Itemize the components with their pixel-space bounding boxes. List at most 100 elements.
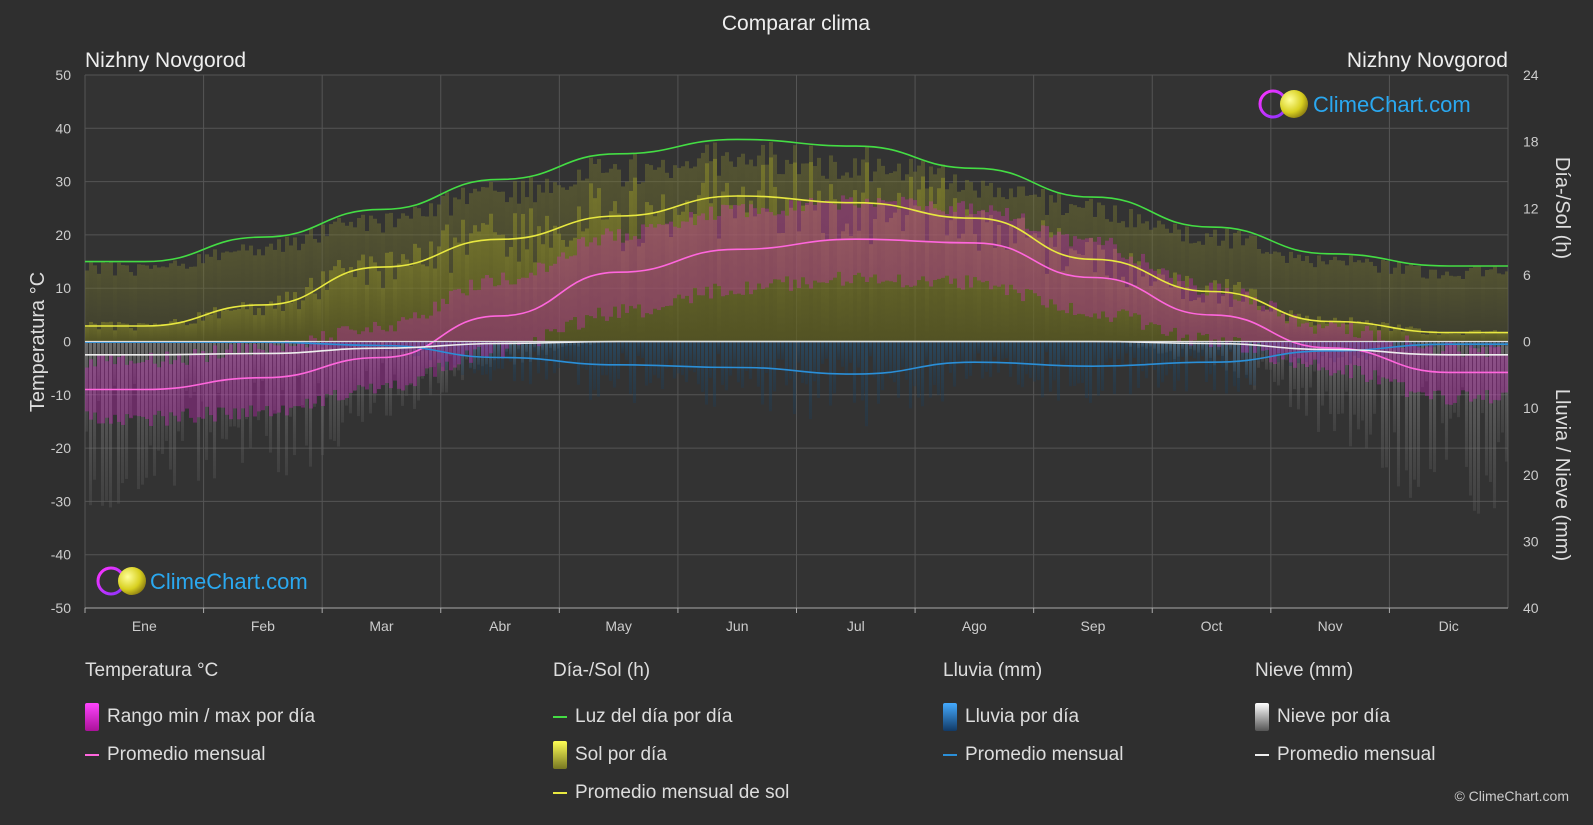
daylight-bar	[1305, 255, 1309, 342]
sunshine-bar	[1253, 289, 1257, 342]
rain-bar	[1077, 341, 1080, 384]
snow-bar	[141, 341, 144, 485]
snow-bar	[101, 341, 104, 506]
temp-range-bar	[1365, 325, 1369, 382]
sunshine-bar	[581, 231, 585, 342]
snow-bar	[133, 341, 136, 384]
snow-bar	[1333, 341, 1336, 432]
sunshine-bar	[597, 188, 601, 342]
watermark-top: ClimeChart.com	[1258, 89, 1471, 119]
snow-bar	[237, 341, 240, 428]
snow-bar	[1357, 341, 1360, 430]
snow-bar	[437, 341, 440, 384]
temp-range-bar	[493, 286, 497, 344]
data-lines	[85, 138, 1508, 391]
temp-range-bar	[957, 202, 961, 288]
sunshine-bar	[593, 198, 597, 342]
daylight-bar	[265, 246, 269, 342]
sunshine-bar	[1177, 281, 1181, 342]
sunshine-bar	[393, 279, 397, 342]
rain-bar	[1141, 341, 1144, 372]
sunshine-bar	[1065, 266, 1069, 342]
temp-range-bar	[1061, 234, 1065, 311]
temp-range-bar	[529, 272, 533, 344]
snow-bar	[1305, 341, 1308, 416]
rain-bar	[885, 341, 888, 375]
left-tick-label: 0	[63, 334, 71, 350]
sunshine-bar	[209, 314, 213, 342]
rain-bar	[609, 341, 612, 381]
snow-bar	[1317, 341, 1320, 432]
snow-bar	[293, 341, 296, 456]
sunshine-bar	[1369, 322, 1373, 342]
daylight-bar	[237, 250, 241, 342]
sunshine-bar	[1089, 238, 1093, 342]
rain-bar	[1401, 341, 1404, 346]
sunshine-bar	[873, 219, 877, 342]
sunshine-bar	[1265, 309, 1269, 342]
rain-bar	[837, 341, 840, 360]
daylight-bar	[1293, 258, 1297, 342]
rain-bar	[1213, 341, 1216, 391]
right-tick-label-hours: 24	[1523, 67, 1539, 83]
snow-bar	[333, 341, 336, 441]
daylight-bar	[1277, 252, 1281, 342]
rain-bar	[993, 341, 996, 357]
daylight-bar	[1505, 271, 1508, 342]
sunshine-bar	[1049, 232, 1053, 342]
sunshine-bar	[865, 162, 869, 342]
sunshine-bar	[1257, 305, 1261, 342]
snow-bar	[369, 341, 372, 414]
snow-bar	[97, 341, 100, 401]
sunshine-bar	[1465, 331, 1469, 342]
right-tick-label-precip: 20	[1523, 467, 1539, 483]
temp-range-bar	[977, 210, 981, 281]
sunshine-bar	[445, 224, 449, 342]
daylight-bar	[1345, 265, 1349, 342]
snow-bar	[1497, 341, 1500, 443]
temp-range-bar	[261, 350, 265, 411]
right-tick-label-precip: 30	[1523, 533, 1539, 549]
sunshine-bar	[505, 256, 509, 342]
sunshine-bar	[937, 188, 941, 342]
temp-range-bar	[565, 258, 569, 322]
left-tick-label: -20	[51, 440, 71, 456]
sunshine-bar	[557, 233, 561, 342]
sunshine-bar	[1173, 272, 1177, 342]
snow-bar	[241, 341, 244, 463]
sunshine-bar	[1493, 330, 1497, 342]
rain-bar	[1125, 341, 1128, 354]
rain-bar	[965, 341, 968, 379]
month-tick-label: Dic	[1439, 618, 1459, 634]
daylight-bar	[1485, 269, 1489, 342]
sunshine-bar	[1233, 284, 1237, 342]
temp-range-bar	[253, 344, 257, 417]
daylight-bar	[169, 263, 173, 342]
snow-bar	[1453, 341, 1456, 413]
temp-range-bar	[533, 275, 537, 338]
daylight-bar	[261, 255, 265, 342]
month-tick-label: Jun	[726, 618, 749, 634]
sunshine-bar	[773, 186, 777, 342]
sunshine-bar	[429, 241, 433, 342]
daylight-bar	[1245, 238, 1249, 342]
temp-range-bar	[1001, 216, 1005, 285]
snow-bar	[201, 341, 204, 402]
sunshine-bar	[441, 230, 445, 342]
rain-bar	[681, 341, 684, 376]
snow-bar	[145, 341, 148, 478]
rain-bar	[445, 341, 448, 371]
temp-range-bar	[677, 227, 681, 295]
rain-bar	[697, 341, 700, 385]
sunshine-bar	[1301, 319, 1305, 342]
daylight-bar	[1349, 255, 1353, 342]
snow-bar	[297, 341, 300, 378]
rain-bar	[1453, 341, 1456, 345]
sunshine-bar	[805, 204, 809, 342]
sunshine-bar	[93, 323, 97, 342]
daylight-bar	[245, 250, 249, 342]
rain-bar	[785, 341, 788, 386]
snow-bar	[113, 341, 116, 386]
daylight-bar	[301, 243, 305, 342]
daylight-line	[85, 138, 1508, 267]
